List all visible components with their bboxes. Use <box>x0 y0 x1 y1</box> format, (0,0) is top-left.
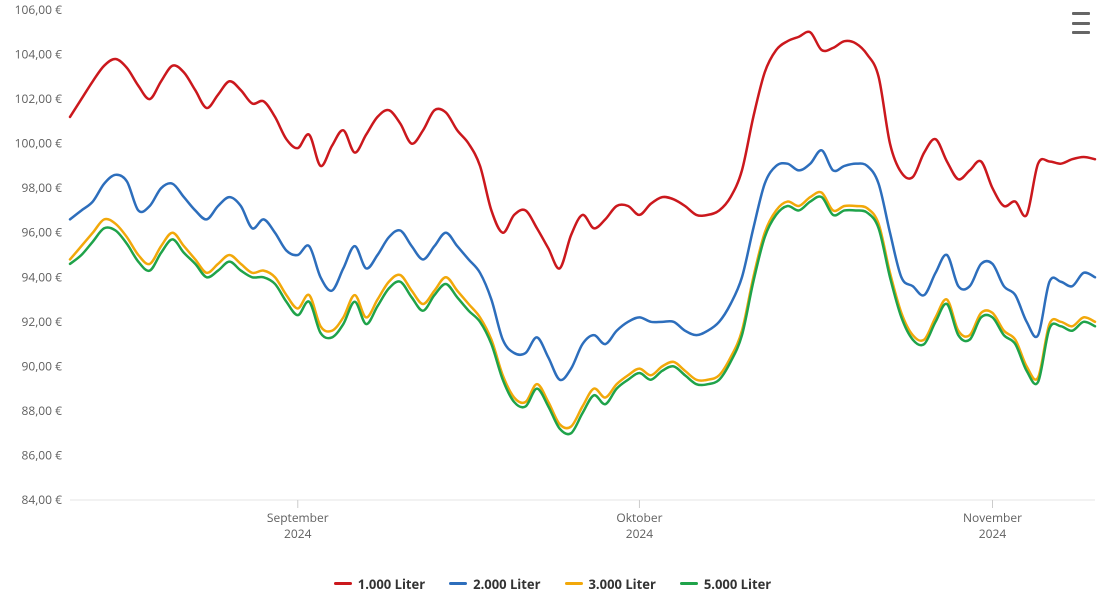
svg-text:84,00 €: 84,00 € <box>21 491 62 508</box>
svg-text:98,00 €: 98,00 € <box>21 179 62 196</box>
legend-label: 2.000 Liter <box>473 575 540 593</box>
line-chart: 84,00 € 86,00 € 88,00 € 90,00 € 92,00 € 94,00… <box>0 0 1105 562</box>
legend: 1.000 Liter 2.000 Liter 3.000 Liter 5.000 L… <box>0 562 1105 593</box>
svg-text:102,00 €: 102,00 € <box>15 90 63 107</box>
svg-text:92,00 €: 92,00 € <box>21 313 62 330</box>
svg-text:104,00 €: 104,00 € <box>15 46 63 63</box>
legend-label: 3.000 Liter <box>589 575 656 593</box>
series-s5000[interactable] <box>70 196 1095 434</box>
legend-item-s2000[interactable]: 2.000 Liter <box>449 575 540 593</box>
chart-container: 84,00 € 86,00 € 88,00 € 90,00 € 92,00 € 94,00… <box>0 0 1105 602</box>
legend-swatch <box>449 582 467 585</box>
svg-text:2024: 2024 <box>979 525 1007 542</box>
svg-text:96,00 €: 96,00 € <box>21 224 62 241</box>
svg-text:94,00 €: 94,00 € <box>21 268 62 285</box>
legend-item-s3000[interactable]: 3.000 Liter <box>565 575 656 593</box>
svg-text:September: September <box>267 509 329 526</box>
legend-item-s1000[interactable]: 1.000 Liter <box>334 575 425 593</box>
svg-text:88,00 €: 88,00 € <box>21 402 62 419</box>
svg-text:100,00 €: 100,00 € <box>15 135 63 152</box>
chart-menu-button[interactable] <box>1069 10 1093 36</box>
legend-swatch <box>565 582 583 585</box>
legend-swatch <box>680 582 698 585</box>
legend-swatch <box>334 582 352 585</box>
svg-text:November: November <box>963 509 1022 526</box>
legend-label: 5.000 Liter <box>704 575 771 593</box>
svg-text:2024: 2024 <box>626 525 654 542</box>
svg-text:86,00 €: 86,00 € <box>21 446 62 463</box>
svg-text:106,00 €: 106,00 € <box>15 1 63 18</box>
series-s1000[interactable] <box>70 32 1095 269</box>
legend-label: 1.000 Liter <box>358 575 425 593</box>
svg-text:90,00 €: 90,00 € <box>21 357 62 374</box>
svg-text:Oktober: Oktober <box>616 509 662 526</box>
legend-item-s5000[interactable]: 5.000 Liter <box>680 575 771 593</box>
svg-text:2024: 2024 <box>284 525 312 542</box>
